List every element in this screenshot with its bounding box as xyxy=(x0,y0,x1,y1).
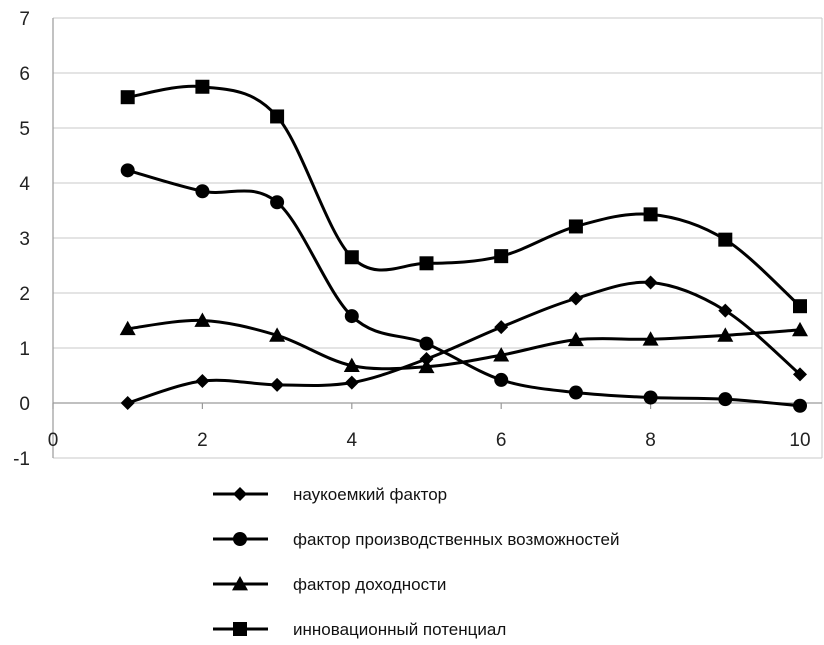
data-point-circle xyxy=(718,392,733,407)
data-point-square xyxy=(344,250,359,265)
legend-label: фактор производственных возможностей xyxy=(293,530,619,549)
y-tick-label: 2 xyxy=(19,284,30,305)
data-point-circle xyxy=(494,372,509,387)
y-tick-label: 5 xyxy=(19,119,30,140)
data-point-triangle xyxy=(119,320,136,336)
x-tick-label: 0 xyxy=(48,430,59,451)
legend-entry: фактор доходности xyxy=(213,575,446,594)
plot-series xyxy=(119,79,808,413)
data-point-circle xyxy=(120,163,135,178)
data-point-diamond xyxy=(643,275,658,290)
legend-marker-triangle xyxy=(232,576,248,591)
data-point-square xyxy=(643,207,658,222)
data-point-triangle xyxy=(567,331,584,347)
data-point-triangle xyxy=(792,321,808,337)
data-point-diamond xyxy=(270,377,285,392)
y-tick-label: -1 xyxy=(13,449,30,470)
series-line xyxy=(127,318,801,371)
y-tick-label: 1 xyxy=(19,339,30,360)
data-point-circle xyxy=(195,184,210,199)
y-tick-label: 7 xyxy=(19,9,30,30)
data-point-diamond xyxy=(568,291,583,306)
y-tick-label: 4 xyxy=(19,174,30,195)
x-tick-label: 8 xyxy=(645,430,656,451)
data-point-diamond xyxy=(718,303,733,318)
data-point-circle xyxy=(270,195,285,210)
x-tick-label: 2 xyxy=(197,430,208,451)
data-point-triangle xyxy=(194,312,211,327)
series-triangle xyxy=(119,312,808,374)
series-diamond xyxy=(120,275,807,410)
data-point-diamond xyxy=(120,396,135,410)
gridlines xyxy=(53,17,823,459)
x-tick-label: 4 xyxy=(347,430,358,451)
data-point-square xyxy=(419,256,434,271)
series-square xyxy=(120,79,807,314)
data-point-diamond xyxy=(195,374,210,388)
x-tick-label: 6 xyxy=(496,430,507,451)
legend-marker-square xyxy=(233,622,247,636)
data-point-triangle xyxy=(418,358,435,374)
data-point-triangle xyxy=(269,327,286,342)
data-point-square xyxy=(270,109,285,124)
legend: наукоемкий фактор фактор производственных… xyxy=(213,485,619,639)
data-point-triangle xyxy=(493,347,510,362)
data-point-triangle xyxy=(642,331,659,346)
data-point-square xyxy=(793,299,807,314)
series-circle xyxy=(120,163,807,413)
x-tick-label: 10 xyxy=(789,430,810,451)
data-point-circle xyxy=(568,385,583,400)
data-point-diamond xyxy=(344,375,359,390)
data-point-circle xyxy=(793,398,807,413)
y-tick-label: 6 xyxy=(19,64,30,85)
data-point-square xyxy=(718,232,733,247)
data-point-triangle xyxy=(717,327,734,342)
series-line xyxy=(127,84,801,308)
legend-entry: инновационный потенциал xyxy=(213,620,506,639)
data-point-square xyxy=(494,249,509,264)
data-point-circle xyxy=(643,390,658,405)
legend-entry: фактор производственных возможностей xyxy=(213,530,619,549)
data-point-circle xyxy=(419,336,434,351)
legend-label: инновационный потенциал xyxy=(293,620,506,639)
y-tick-label: 0 xyxy=(19,394,30,415)
legend-label: фактор доходности xyxy=(293,575,446,594)
y-axis-tick-labels: -1 0 1 2 3 4 5 6 7 xyxy=(13,9,30,470)
series-line xyxy=(127,280,801,405)
data-point-diamond xyxy=(793,367,807,382)
data-point-diamond xyxy=(494,320,509,335)
data-point-square xyxy=(568,219,583,234)
legend-marker-circle xyxy=(233,532,247,546)
data-point-square xyxy=(195,79,210,94)
y-tick-label: 3 xyxy=(19,229,30,250)
axes xyxy=(52,18,822,458)
data-point-circle xyxy=(344,309,359,324)
data-point-square xyxy=(120,90,135,105)
x-axis-tick-labels: 0 2 4 6 8 10 xyxy=(48,430,811,451)
legend-label: наукоемкий фактор xyxy=(293,485,447,504)
series-line xyxy=(127,168,801,408)
data-point-triangle xyxy=(343,357,360,372)
legend-entry: наукоемкий фактор xyxy=(213,485,447,504)
legend-marker-diamond xyxy=(233,487,247,501)
